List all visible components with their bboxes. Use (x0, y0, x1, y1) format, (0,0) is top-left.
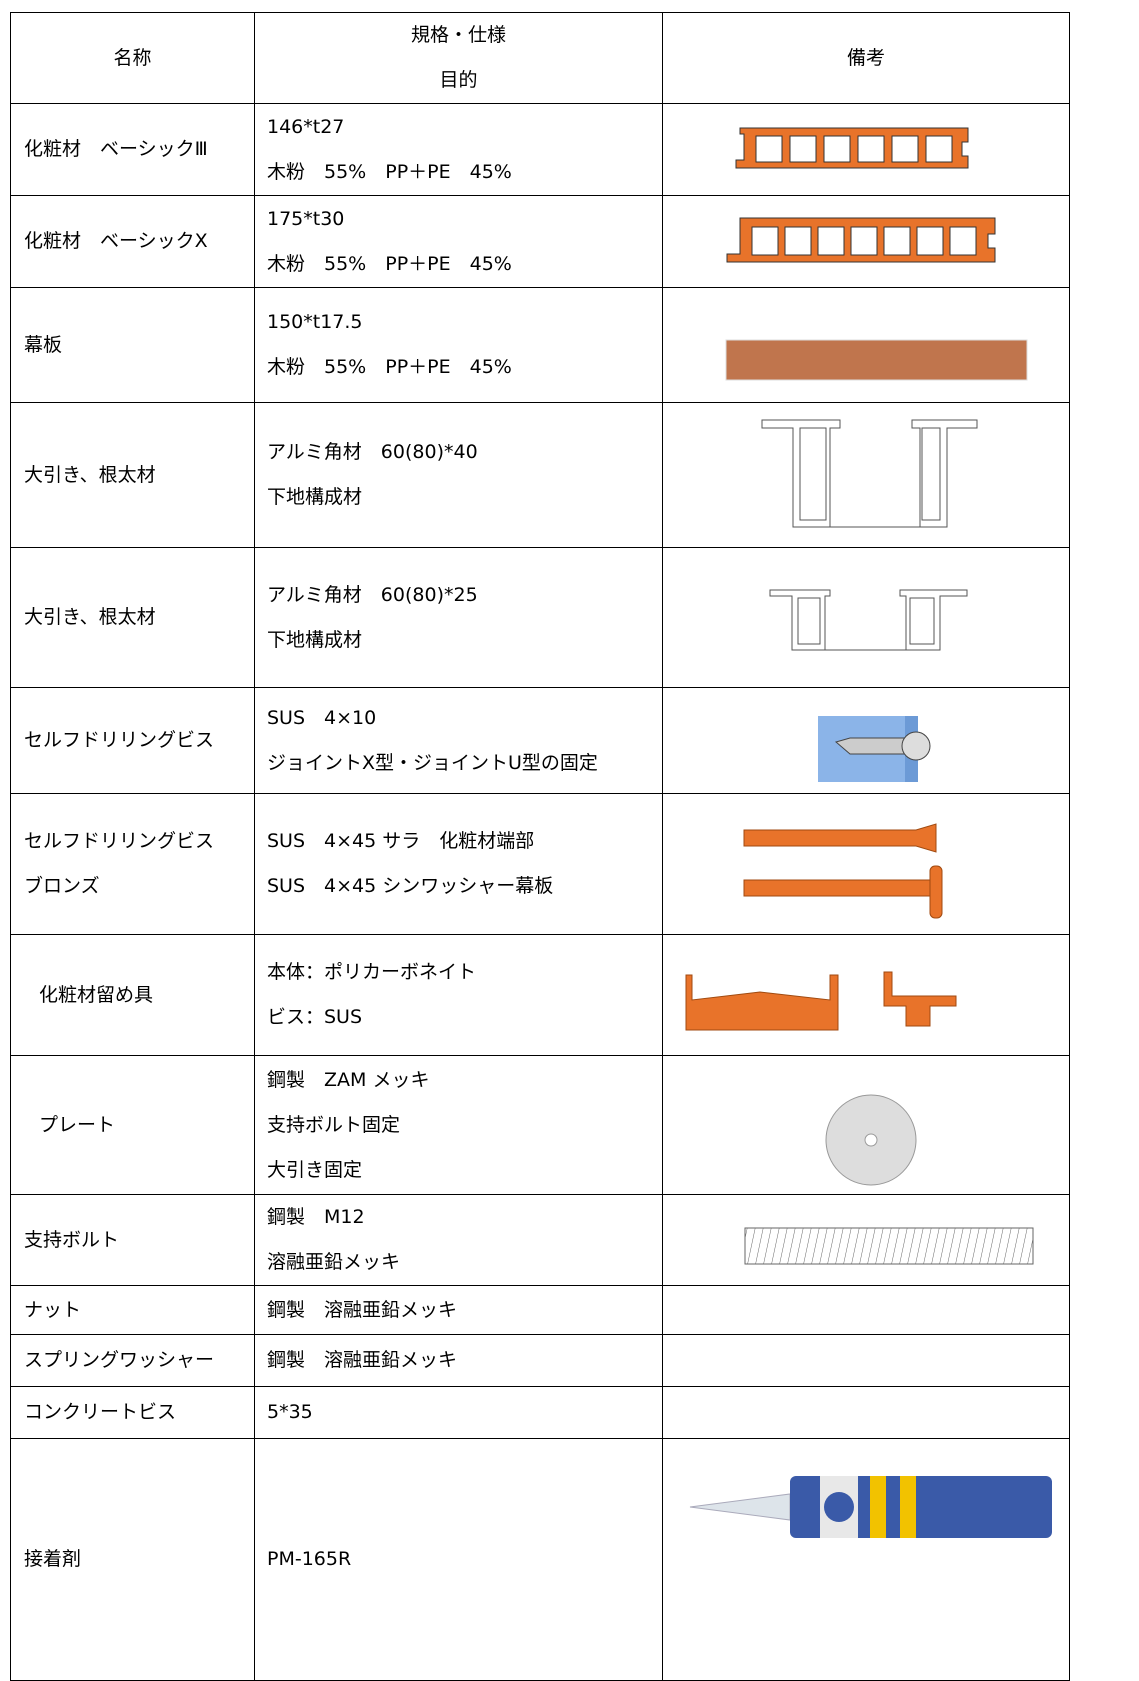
cell-text: 鋼製 M12 (267, 1206, 365, 1228)
name-cell: 化粧材 ベーシックⅢ (10, 103, 255, 196)
spec-cell: 175*t30 木粉 55% PP＋PE 45% (254, 195, 663, 288)
cell-text: 175*t30 (267, 207, 345, 230)
name-cell: 大引き、根太材 (10, 547, 255, 688)
cell-text: 150*t17.5 (267, 311, 363, 333)
cell-text: スプリングワッシャー (24, 1349, 215, 1371)
cell-text: 備考 (846, 46, 885, 69)
note-cell (662, 1194, 1070, 1286)
spec-cell: 150*t17.5 木粉 55% PP＋PE 45% (254, 287, 663, 403)
cell-text: 化粧材留め具 (39, 983, 154, 1006)
cell-text: 規格・仕様 (410, 24, 506, 46)
center-cell: 規格・仕様 目的 (254, 12, 663, 104)
cell-text: 木粉 55% PP＋PE 45% (267, 356, 512, 378)
cell-text: 鋼製 溶融亜鉛メッキ (267, 1298, 458, 1321)
cell-text: 化粧材 ベーシックX (24, 230, 208, 252)
spec-cell: 鋼製 溶融亜鉛メッキ (254, 1285, 663, 1335)
cell-text: SUS 4×10 (267, 706, 377, 729)
spec-cell: PM-165R (254, 1438, 663, 1681)
name-cell: ナット (10, 1285, 255, 1335)
name-cell: 化粧材 ベーシックX (10, 195, 255, 288)
spec-cell: 本体：ポリカーボネイト ビス：SUS (254, 934, 663, 1056)
cell-text: ジョイントX型・ジョイントU型の固定 (267, 751, 598, 774)
spec-cell: 146*t27 木粉 55% PP＋PE 45% (254, 103, 663, 196)
cell-text: SUS 4×45 サラ 化粧材端部 (267, 830, 535, 852)
cell-text: ブロンズ (24, 875, 100, 897)
spec-cell: 鋼製 ZAM メッキ 支持ボルト固定 大引き固定 (254, 1055, 663, 1195)
name-cell: スプリングワッシャー (10, 1334, 255, 1387)
cell-text: 木粉 55% PP＋PE 45% (267, 160, 512, 183)
spec-cell: 鋼製 溶融亜鉛メッキ (254, 1334, 663, 1387)
spec-cell: SUS 4×45 サラ 化粧材端部 SUS 4×45 シンワッシャー幕板 (254, 793, 663, 935)
note-cell (662, 287, 1070, 403)
note-cell (662, 195, 1070, 288)
note-cell (662, 934, 1070, 1056)
cell-text: PM-165R (267, 1548, 352, 1570)
note-cell (662, 1055, 1070, 1195)
note-cell (662, 1438, 1070, 1681)
cell-text: 化粧材 ベーシックⅢ (24, 138, 208, 160)
cell-text: 目的 (439, 69, 478, 91)
cell-text: 下地構成材 (267, 486, 363, 508)
note-cell (662, 793, 1070, 935)
spec-cell: SUS 4×10 ジョイントX型・ジョイントU型の固定 (254, 687, 663, 794)
cell-text: 接着剤 (24, 1548, 82, 1570)
cell-text: ビス：SUS (267, 1006, 363, 1028)
cell-text: 大引き、根太材 (24, 606, 156, 628)
cell-text: 下地構成材 (267, 628, 363, 651)
name-cell: 接着剤 (10, 1438, 255, 1681)
spec-cell: 鋼製 M12 溶融亜鉛メッキ (254, 1194, 663, 1286)
name-cell: セルフドリリングビス ブロンズ (10, 793, 255, 935)
cell-text: 鋼製 溶融亜鉛メッキ (267, 1349, 458, 1371)
cell-text: アルミ角材 60(80)*25 (267, 583, 478, 606)
note-cell (662, 1285, 1070, 1335)
note-cell (662, 1334, 1070, 1387)
note-cell (662, 687, 1070, 794)
cell-text: 支持ボルト (24, 1228, 120, 1251)
cell-text: 本体：ポリカーボネイト (267, 961, 477, 983)
center-cell: 名称 (10, 12, 255, 104)
center-cell: 備考 (662, 12, 1070, 104)
note-cell (662, 1386, 1070, 1439)
cell-text: プレート (39, 1113, 116, 1136)
spec-cell: 5*35 (254, 1386, 663, 1439)
spec-cell: アルミ角材 60(80)*40 下地構成材 (254, 402, 663, 548)
cell-text: セルフドリリングビス (24, 729, 215, 751)
name-cell: コンクリートビス (10, 1386, 255, 1439)
cell-text: 溶融亜鉛メッキ (267, 1251, 401, 1273)
cell-text: 大引き固定 (267, 1158, 363, 1181)
name-cell: 大引き、根太材 (10, 402, 255, 548)
name-cell: セルフドリリングビス (10, 687, 255, 794)
cell-text: SUS 4×45 シンワッシャー幕板 (267, 875, 554, 897)
cell-text: コンクリートビス (24, 1401, 177, 1423)
cell-text: 木粉 55% PP＋PE 45% (267, 252, 512, 275)
note-cell (662, 547, 1070, 688)
cell-text: 146*t27 (267, 115, 345, 138)
cell-text: 幕板 (24, 333, 63, 356)
note-cell (662, 402, 1070, 548)
name-cell: 化粧材留め具 (10, 934, 255, 1056)
cell-text: 鋼製 ZAM メッキ (267, 1068, 430, 1091)
note-cell (662, 103, 1070, 196)
cell-text: セルフドリリングビス (24, 830, 215, 852)
cell-text: アルミ角材 60(80)*40 (267, 441, 478, 463)
cell-text: 5*35 (267, 1401, 313, 1423)
cell-text: 名称 (113, 46, 152, 69)
cell-text: ナット (24, 1298, 82, 1321)
cell-text: 大引き、根太材 (24, 463, 156, 486)
cell-text: 支持ボルト固定 (267, 1113, 401, 1136)
name-cell: プレート (10, 1055, 255, 1195)
name-cell: 幕板 (10, 287, 255, 403)
name-cell: 支持ボルト (10, 1194, 255, 1286)
spec-cell: アルミ角材 60(80)*25 下地構成材 (254, 547, 663, 688)
